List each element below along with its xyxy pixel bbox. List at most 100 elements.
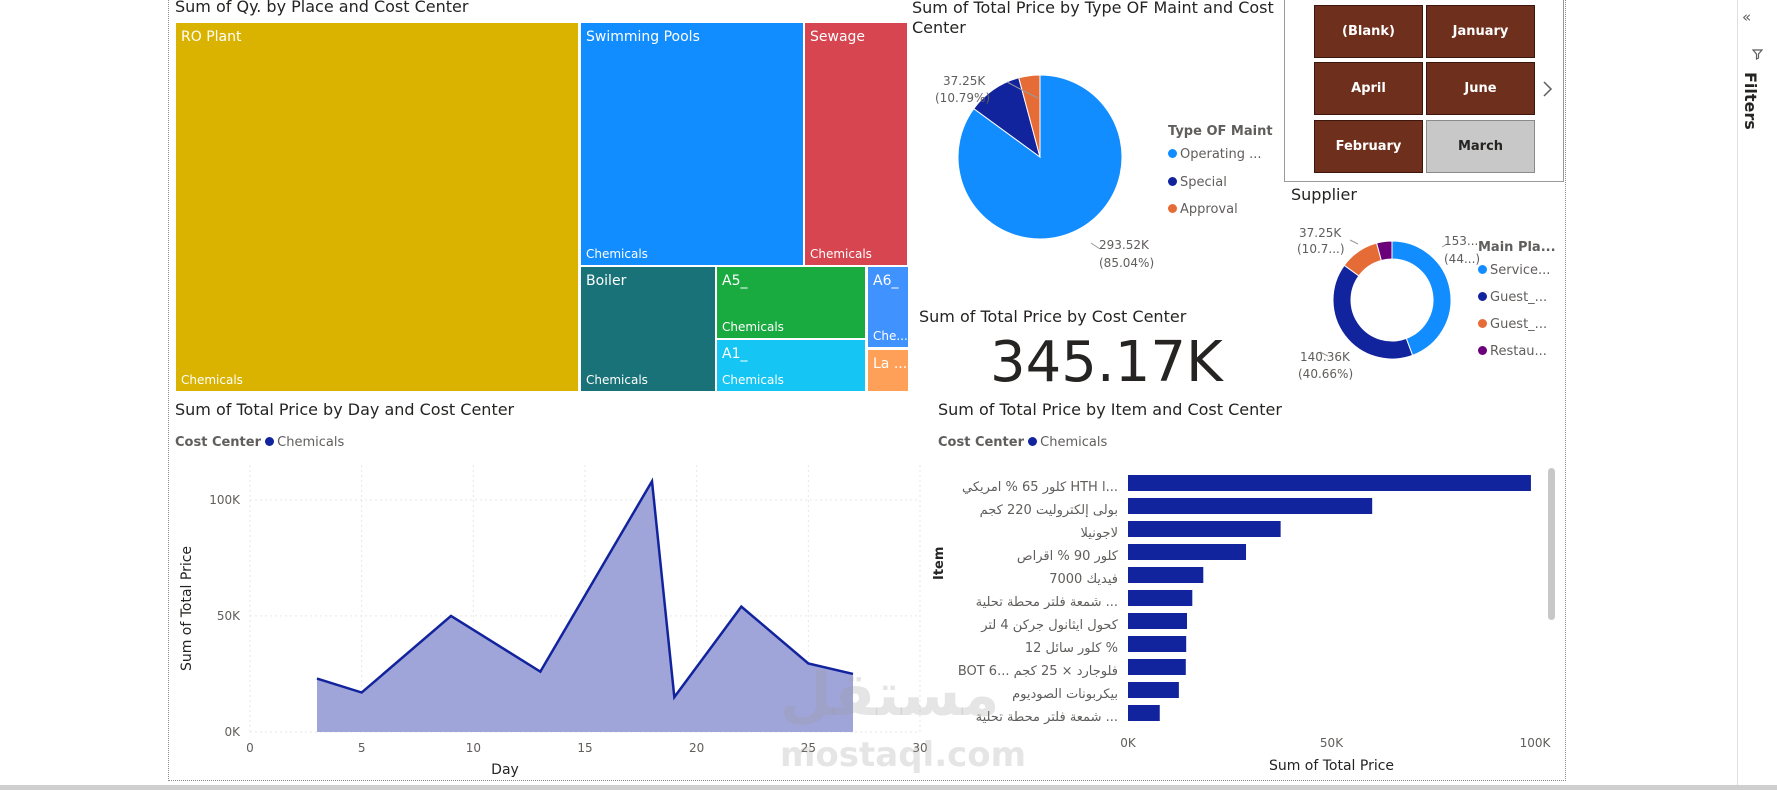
- y-axis-label: Sum of Total Price: [179, 546, 195, 671]
- bar-category-label: شمعة فلتر محطة تحلية ...: [975, 710, 1118, 725]
- treemap-tile[interactable]: A6_ Che...: [867, 266, 909, 348]
- x-tick-label: 15: [577, 741, 592, 755]
- legend-label: Restau...: [1490, 344, 1547, 359]
- area-chart: 0K 50K 100K 0 5 10 15 20 25 30 Day Sum of Total Pri…: [179, 465, 928, 778]
- donut-legend-item-restaurant[interactable]: Restau...: [1478, 344, 1547, 359]
- bar-category-label: شمعة فلتر محطة تحلية ...: [975, 595, 1118, 610]
- slicer-button-june[interactable]: June: [1426, 62, 1535, 115]
- bar: [1128, 475, 1531, 491]
- watermark-text: mostaql.com: [780, 735, 1027, 775]
- slicer-button-april[interactable]: April: [1314, 62, 1423, 115]
- bar-category-label: كلور سائل 12 %: [1024, 641, 1118, 656]
- legend-dot: [1028, 437, 1038, 446]
- x-tick-label: 10: [466, 741, 481, 755]
- donut-label-b-pct: (10.7...): [1297, 242, 1345, 256]
- x-tick-label: 50K: [1320, 736, 1344, 750]
- bar: [1128, 498, 1373, 514]
- treemap-tile[interactable]: Sewage Chemicals: [804, 22, 908, 266]
- x-tick-label: 100K: [1520, 736, 1552, 750]
- treemap-tile[interactable]: Boiler Chemicals: [580, 266, 716, 392]
- bar-chart-legend: Cost Center Chemicals: [938, 435, 1107, 450]
- supplier-donut-leaders: [1319, 239, 1448, 357]
- filters-pane-label[interactable]: Filters: [1741, 72, 1760, 130]
- legend-label: Special: [1180, 175, 1227, 190]
- legend-dot: [1168, 149, 1177, 158]
- bar: [1128, 659, 1186, 675]
- x-tick-label: 30: [912, 741, 927, 755]
- treemap-tile[interactable]: A5_ Chemicals: [716, 266, 866, 339]
- pie-label-op-value: 293.52K: [1099, 238, 1149, 252]
- treemap-tile-label: La ...: [873, 356, 908, 372]
- treemap-tile-sublabel: Chemicals: [586, 247, 648, 261]
- treemap-tile-sublabel: Chemicals: [722, 320, 784, 334]
- bar-category-label: بولى إلكتروليت 220 كجم: [979, 503, 1118, 518]
- donut-legend-item-guest-2[interactable]: Guest_...: [1478, 317, 1547, 332]
- bar-category-label: كلور 65 % امريكي HTH ا...: [962, 480, 1118, 495]
- legend-label: Approval: [1180, 202, 1238, 217]
- pie-legend-item-special[interactable]: Special: [1168, 175, 1227, 190]
- treemap-tile[interactable]: La ...: [867, 349, 909, 392]
- pie-title: Sum of Total Price by Type OF Maint and …: [912, 0, 1274, 37]
- bar: [1128, 590, 1193, 606]
- pie-legend-title: Type OF Maint: [1168, 124, 1273, 139]
- pie-chart: [957, 74, 1123, 250]
- treemap-tile[interactable]: A1_ Chemicals: [716, 339, 866, 392]
- bottom-scrollbar[interactable]: [0, 785, 1777, 790]
- legend-label: Guest_...: [1490, 290, 1548, 305]
- pie-legend-item-approval[interactable]: Approval: [1168, 202, 1238, 217]
- treemap-tile-label: Boiler: [586, 273, 627, 289]
- double-chevron-left-icon[interactable]: «: [1742, 8, 1752, 26]
- treemap-tile-sublabel: Chemicals: [722, 373, 784, 387]
- x-tick-label: 20: [689, 741, 704, 755]
- bar-category-label: BOT 6... فلوجارد × 25 كجم: [957, 664, 1118, 679]
- treemap-tile-sublabel: Che...: [873, 329, 908, 343]
- line-chart-legend: Cost Center Chemicals: [175, 435, 344, 450]
- supplier-title: Supplier: [1291, 185, 1357, 204]
- filter-icon[interactable]: [1752, 48, 1763, 60]
- treemap-tile-label: Sewage: [810, 29, 866, 45]
- line-chart-title: Sum of Total Price by Day and Cost Cente…: [175, 400, 515, 419]
- legend-dot: [1478, 319, 1487, 328]
- treemap-tile[interactable]: RO Plant Chemicals: [175, 22, 579, 392]
- donut-slice: [1375, 240, 1393, 262]
- legend-label: Operating ...: [1180, 147, 1262, 162]
- donut-legend-item-service[interactable]: Service...: [1478, 263, 1550, 278]
- legend-dot: [1478, 265, 1487, 274]
- treemap-tile-label: Swimming Pools: [586, 29, 700, 45]
- report-canvas: [168, 0, 1566, 781]
- y-tick-label: 100K: [209, 493, 241, 507]
- watermark-logo: مستقل: [780, 660, 1000, 730]
- legend-title: Cost Center: [938, 435, 1025, 450]
- slicer-button-january[interactable]: January: [1426, 5, 1535, 58]
- slicer-button-march[interactable]: March: [1426, 120, 1535, 173]
- treemap-tile-sublabel: Chemicals: [586, 373, 648, 387]
- pie-legend-item-operating[interactable]: Operating ...: [1168, 147, 1262, 162]
- treemap-tile-label: A1_: [722, 346, 748, 362]
- pie-label-op-pct: (85.04%): [1099, 256, 1155, 270]
- bar-chart-title: Sum of Total Price by Item and Cost Cent…: [938, 400, 1282, 419]
- legend-label: Guest_...: [1490, 317, 1548, 332]
- legend-dot: [1168, 204, 1177, 213]
- treemap-tile-label: A6_: [873, 273, 899, 289]
- legend-label: Chemicals: [1040, 435, 1108, 450]
- slicer-button-february[interactable]: February: [1314, 120, 1423, 173]
- donut-label-a-pct: (44...): [1444, 252, 1481, 266]
- donut-legend-title: Main Pla...: [1478, 240, 1556, 255]
- bar-category-label: بيكربونات الصوديوم: [1012, 687, 1118, 702]
- donut-legend-item-guest-1[interactable]: Guest_...: [1478, 290, 1547, 305]
- donut-label-c-value: 140.36K: [1300, 350, 1350, 364]
- x-tick-label: 0K: [1120, 736, 1137, 750]
- bar-chart: 0K 50K 100K Sum of Total Price: [1120, 475, 1552, 770]
- treemap-tile[interactable]: Swimming Pools Chemicals: [580, 22, 804, 266]
- chevron-right-icon[interactable]: [1542, 80, 1554, 98]
- treemap-tile-label: RO Plant: [181, 29, 242, 45]
- legend-dot: [265, 437, 275, 446]
- x-axis-label: Day: [491, 762, 519, 778]
- bar: [1128, 636, 1187, 652]
- month-slicer: [1284, 0, 1564, 182]
- y-tick-label: 0K: [224, 725, 241, 739]
- supplier-donut-chart: [1332, 240, 1452, 360]
- legend-dot: [1168, 177, 1177, 186]
- bar-chart-scrollbar[interactable]: [1548, 468, 1555, 620]
- slicer-button-blank[interactable]: (Blank): [1314, 5, 1423, 58]
